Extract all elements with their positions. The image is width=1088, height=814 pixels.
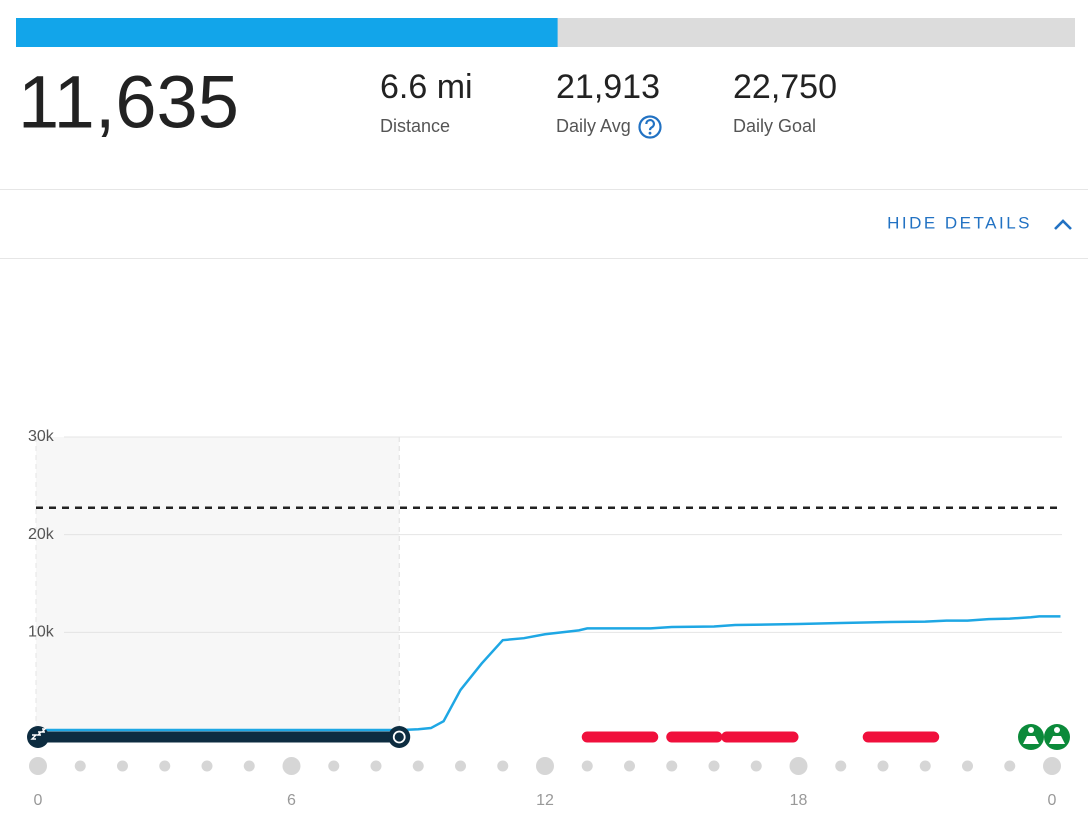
- chevron: [1054, 219, 1072, 230]
- hour-dot: [708, 760, 720, 772]
- x-tick-label: 0: [1048, 792, 1057, 809]
- hour-dot: [666, 760, 678, 772]
- hour-dot: [1043, 757, 1061, 775]
- daily-goal-label: Daily Goal: [733, 116, 816, 136]
- hour-dot: [536, 757, 554, 775]
- move-icons: [1018, 724, 1070, 750]
- sleep-end-icon: [388, 726, 411, 748]
- progress-fill: [16, 18, 558, 47]
- hide-details-button[interactable]: HIDE DETAILS: [887, 213, 1072, 232]
- hour-dot: [455, 760, 466, 772]
- x-tick-label: 18: [790, 792, 808, 809]
- steps-total: 11,635: [18, 61, 239, 144]
- help-icon[interactable]: [638, 115, 662, 139]
- zzz: [30, 728, 47, 740]
- hour-dot: [624, 760, 635, 772]
- hour-dot: [201, 760, 213, 772]
- steps-line: [38, 615, 1061, 732]
- hour-dot: [962, 760, 973, 772]
- x-tick-label: 6: [287, 792, 296, 809]
- hour-dot: [282, 757, 301, 775]
- hour-dot: [877, 760, 889, 772]
- hour-dot: [581, 760, 593, 772]
- hour-dot: [370, 760, 382, 772]
- hour-dot: [919, 760, 931, 772]
- sleep-shade: [36, 437, 400, 730]
- y-tick-label: 10k: [28, 624, 55, 641]
- x-tick-label: 0: [34, 792, 43, 809]
- daily-avg-value: 21,913: [556, 68, 660, 106]
- distance-label: Distance: [380, 116, 450, 136]
- hour-dot: [789, 757, 808, 775]
- hide-details-label: HIDE DETAILS: [887, 213, 1032, 232]
- hour-dot: [1004, 760, 1016, 772]
- y-tick-label: 20k: [28, 526, 55, 543]
- plot: 10k 20k 30k 0 6 12 18 0: [27, 428, 1062, 809]
- hour-dot: [74, 760, 86, 772]
- hour-dot: [497, 760, 509, 772]
- hour-dot: [159, 760, 171, 772]
- hour-dot: [328, 760, 340, 772]
- daily-avg-label: Daily Avg: [556, 116, 631, 136]
- x-tick-label: 12: [536, 792, 554, 809]
- distance-value: 6.6 mi: [380, 68, 473, 106]
- hour-dot: [750, 760, 762, 772]
- hour-dot: [412, 760, 424, 772]
- daily-goal-value: 22,750: [733, 68, 837, 106]
- hour-dot: [835, 760, 847, 772]
- y-tick-label: 30k: [28, 428, 55, 445]
- hour-dot: [29, 757, 47, 775]
- sleep-start-icon: [27, 726, 49, 748]
- hour-dot: [243, 760, 255, 772]
- hour-dot: [117, 760, 128, 772]
- alarm-face: [392, 730, 406, 744]
